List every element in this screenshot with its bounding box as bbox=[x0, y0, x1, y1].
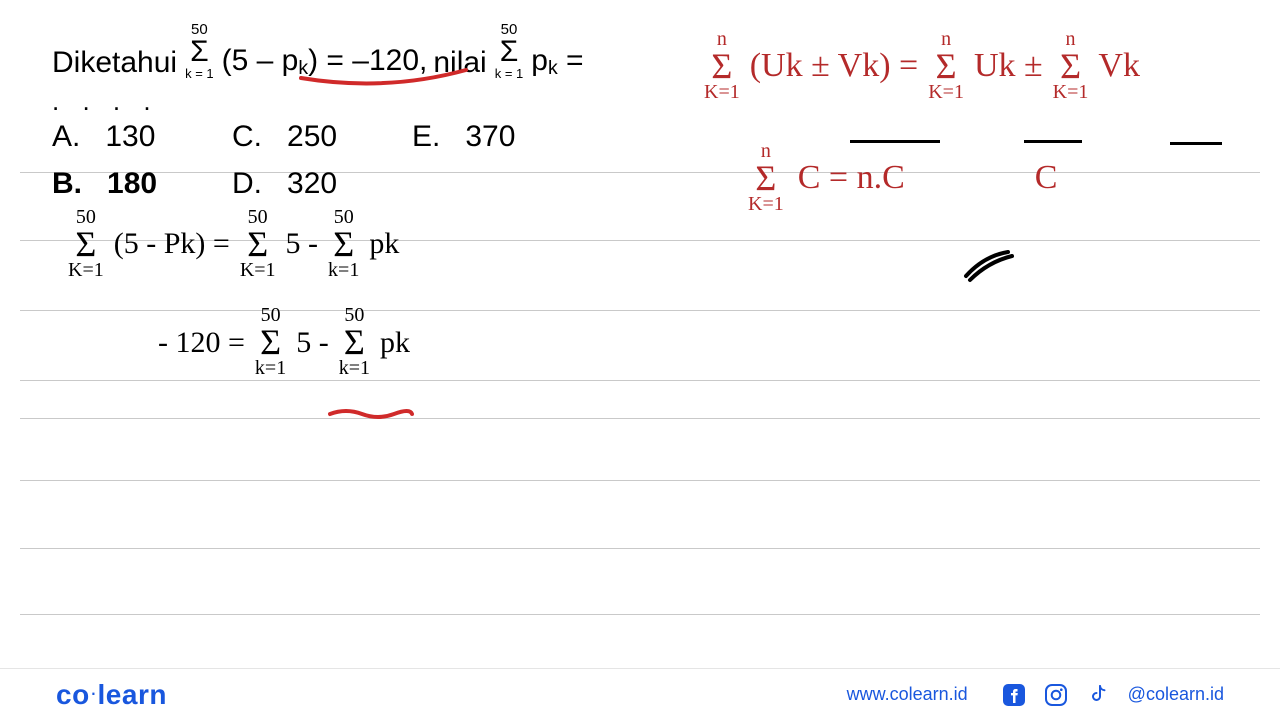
page: Diketahui 50 Σ k = 1 (5 – pk) = –120, ni… bbox=[0, 0, 1280, 720]
rule-sigma-4: n Σ K=1 bbox=[748, 142, 784, 214]
rule-constant: n Σ K=1 C = n.C C bbox=[744, 142, 1140, 214]
footer: co·learn www.colearn.id @colearn.id bbox=[0, 668, 1280, 720]
hand-sigma-4: 50 Σ k=1 bbox=[255, 306, 286, 378]
rule-linearity: n Σ K=1 (Uk ± Vk) = n Σ K=1 Uk ± n Σ K=1… bbox=[700, 30, 1140, 102]
hand-sigma-5: 50 Σ k=1 bbox=[339, 306, 370, 378]
red-underline-expr bbox=[296, 66, 476, 92]
choice-a: A. 130 bbox=[52, 114, 232, 159]
choice-d: D. 320 bbox=[232, 161, 412, 206]
black-underline-1 bbox=[850, 140, 940, 143]
red-underline-sum5 bbox=[326, 404, 416, 424]
black-underline-3 bbox=[1170, 142, 1222, 145]
hand-sigma-1: 50 Σ K=1 bbox=[68, 208, 104, 280]
rule-sigma-1: n Σ K=1 bbox=[704, 30, 740, 102]
footer-right: www.colearn.id @colearn.id bbox=[847, 683, 1224, 707]
working-line-2: - 120 = 50 Σ k=1 5 - 50 Σ k=1 pk bbox=[158, 306, 410, 378]
facebook-icon[interactable] bbox=[1002, 683, 1026, 707]
choice-c: C. 250 bbox=[232, 114, 412, 159]
handwritten-working: 50 Σ K=1 (5 - Pk) = 50 Σ K=1 5 - 50 Σ k=… bbox=[64, 208, 410, 378]
hand-sigma-2: 50 Σ K=1 bbox=[240, 208, 276, 280]
problem-prefix: Diketahui bbox=[52, 46, 177, 80]
black-underline-2 bbox=[1024, 140, 1082, 143]
choice-b: B. 180 bbox=[52, 161, 232, 206]
hand-sigma-3: 50 Σ k=1 bbox=[328, 208, 359, 280]
footer-url[interactable]: www.colearn.id bbox=[847, 684, 968, 705]
instagram-icon[interactable] bbox=[1044, 683, 1068, 707]
scribble-mark bbox=[960, 248, 1020, 284]
rule-sigma-3: n Σ K=1 bbox=[1053, 30, 1089, 102]
tiktok-icon[interactable] bbox=[1086, 683, 1110, 707]
choice-e: E. 370 bbox=[412, 114, 572, 159]
footer-handle[interactable]: @colearn.id bbox=[1128, 684, 1224, 705]
handwritten-rules: n Σ K=1 (Uk ± Vk) = n Σ K=1 Uk ± n Σ K=1… bbox=[700, 30, 1140, 214]
sigma-1: 50 Σ k = 1 bbox=[185, 22, 214, 80]
answer-choices: A. 130 C. 250 E. 370 B. 180 D. 320 bbox=[52, 114, 572, 206]
expr-2: pk = bbox=[531, 44, 583, 80]
sigma-2: 50 Σ k = 1 bbox=[495, 22, 524, 80]
rule-sigma-2: n Σ K=1 bbox=[928, 30, 964, 102]
brand-logo: co·learn bbox=[56, 679, 167, 711]
working-line-1: 50 Σ K=1 (5 - Pk) = 50 Σ K=1 5 - 50 Σ k=… bbox=[64, 208, 410, 280]
